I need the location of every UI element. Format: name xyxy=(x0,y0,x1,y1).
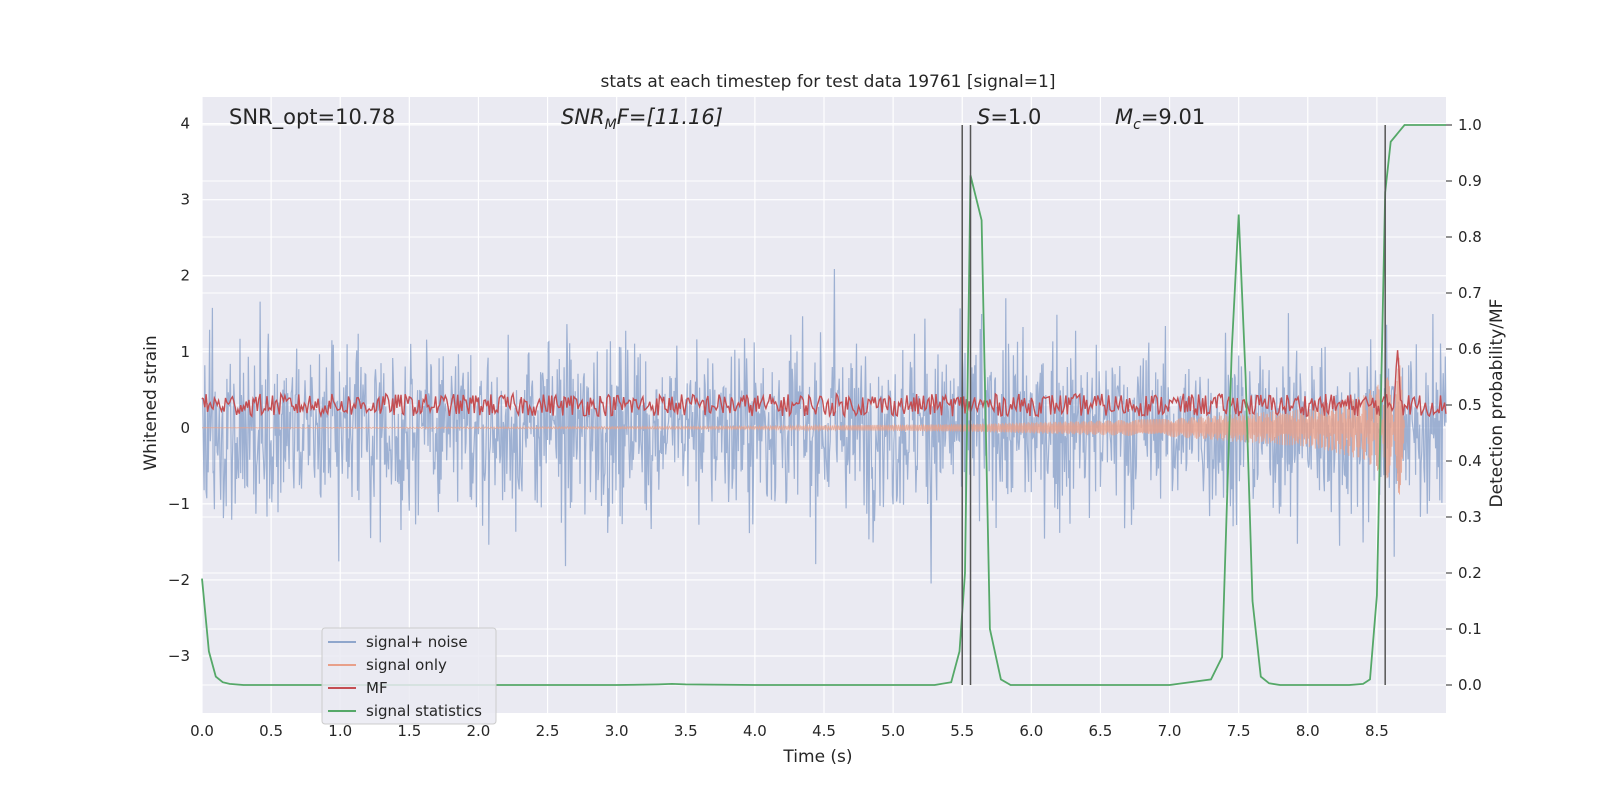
y-axis-left-ticks: 4 3 2 1 0 −1 −2 −3 xyxy=(168,115,190,665)
annotation-s-label: S xyxy=(977,105,990,129)
annotation-s-value: =1.0 xyxy=(990,105,1041,129)
x-tick-label: 5.0 xyxy=(881,722,905,740)
annotation-s: S=1.0 xyxy=(977,105,1041,129)
legend-box xyxy=(321,627,497,725)
y-axis-right-label: Detection probability/MF xyxy=(1487,299,1507,508)
plot-area xyxy=(201,97,1447,713)
y-right-tick-label: 0.9 xyxy=(1458,172,1482,190)
x-tick-label: 0.0 xyxy=(190,722,214,740)
x-tick-label: 0.5 xyxy=(259,722,283,740)
y-axis-left-label: Whitened strain xyxy=(141,335,161,470)
x-tick-label: 1.5 xyxy=(397,722,421,740)
x-tick-label: 4.5 xyxy=(812,722,836,740)
annotation-mc-label: M xyxy=(1115,105,1133,129)
legend-entry-label: signal only xyxy=(366,656,447,674)
y-right-tick-label: 0.7 xyxy=(1458,284,1482,302)
y-right-tick-label: 1.0 xyxy=(1458,116,1482,134)
x-tick-label: 3.5 xyxy=(674,722,698,740)
x-tick-label: 2.5 xyxy=(536,722,560,740)
annotation-snr-mf-sub: M xyxy=(605,117,617,133)
x-tick-label: 5.5 xyxy=(950,722,974,740)
annotation-snr-opt: SNR_opt=10.78 xyxy=(229,105,395,130)
y-axis-right-ticks: 1.0 0.9 0.8 0.7 0.6 0.5 0.4 0.3 0.2 0.1 0.0 xyxy=(1446,116,1482,694)
annotation-mc-sub: c xyxy=(1133,117,1141,133)
legend-entry-label: MF xyxy=(366,679,388,697)
series-mf-line xyxy=(201,350,1447,419)
y-left-tick-label: −1 xyxy=(168,495,190,513)
y-right-tick-label: 0.6 xyxy=(1458,340,1482,358)
x-axis-ticks: 0.0 0.5 1.0 1.5 2.0 2.5 3.0 3.5 4.0 4.5 5.0 5.5 6.0 6… xyxy=(190,722,1389,740)
legend-entry-label: signal+ noise xyxy=(366,633,468,651)
y-left-tick-label: 0 xyxy=(180,419,190,437)
x-tick-label: 6.5 xyxy=(1089,722,1113,740)
x-tick-label: 4.0 xyxy=(743,722,767,740)
y-right-tick-label: 0.5 xyxy=(1458,396,1482,414)
x-tick-label: 6.0 xyxy=(1019,722,1043,740)
y-left-tick-label: 3 xyxy=(180,191,190,209)
series-signal-only-line xyxy=(202,357,1405,495)
y-right-tick-label: 0.1 xyxy=(1458,620,1482,638)
legend-entry-label: signal statistics xyxy=(366,702,482,720)
annotation-mc: Mc=9.01 xyxy=(1115,105,1205,133)
y-right-tick-label: 0.3 xyxy=(1458,508,1482,526)
annotation-snr-mf-value: F=[11.16] xyxy=(617,105,723,129)
y-right-tick-label: 0.4 xyxy=(1458,452,1482,470)
x-tick-label: 7.0 xyxy=(1158,722,1182,740)
x-tick-label: 1.0 xyxy=(328,722,352,740)
y-left-tick-label: 4 xyxy=(180,115,190,133)
y-left-tick-label: −3 xyxy=(168,647,190,665)
annotation-mc-value: =9.01 xyxy=(1141,105,1205,129)
y-right-tick-label: 0.2 xyxy=(1458,564,1482,582)
y-left-tick-label: −2 xyxy=(168,571,190,589)
y-left-tick-label: 1 xyxy=(180,343,190,361)
y-left-tick-label: 2 xyxy=(180,267,190,285)
x-tick-label: 3.0 xyxy=(605,722,629,740)
x-tick-label: 2.0 xyxy=(467,722,491,740)
legend: signal+ noise signal only MF signal statist… xyxy=(321,627,497,725)
x-tick-label: 7.5 xyxy=(1227,722,1251,740)
x-axis-label: Time (s) xyxy=(782,747,852,767)
y-right-tick-label: 0.0 xyxy=(1458,676,1482,694)
annotation-snr-mf-label: SNR xyxy=(561,105,605,129)
chart-title: stats at each timestep for test data 197… xyxy=(601,72,1056,92)
x-tick-label: 8.0 xyxy=(1296,722,1320,740)
annotation-snr-mf: SNRMF=[11.16] xyxy=(561,105,723,133)
series-signal-noise-line xyxy=(201,268,1447,584)
y-right-tick-label: 0.8 xyxy=(1458,228,1482,246)
x-tick-label: 8.5 xyxy=(1365,722,1389,740)
